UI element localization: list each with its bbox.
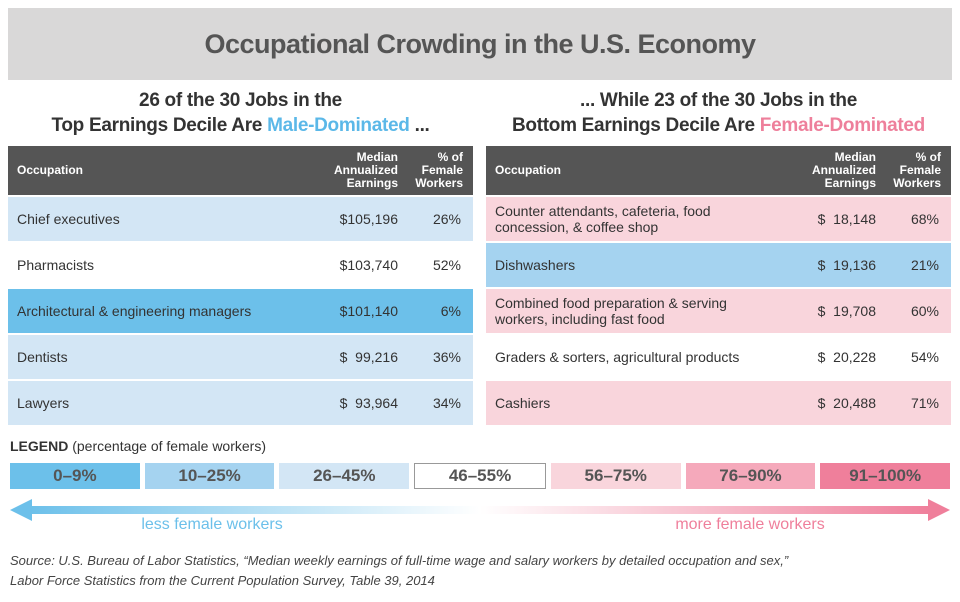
occupation: Lawyers [17, 395, 70, 411]
table-row: Chief executives $105,196 26% [8, 197, 473, 241]
legend-item: 56–75% [550, 463, 681, 489]
female-share: 6% [440, 303, 461, 319]
occupation: Dishwashers [495, 257, 576, 273]
occupation: Chief executives [17, 211, 120, 227]
source: Source: U.S. Bureau of Labor Statistics,… [10, 553, 789, 568]
female-share: 52% [432, 257, 461, 273]
arrow-label: less female workers [141, 516, 282, 533]
left-heading: 26 of the 30 Jobs in the Top Earnings De… [8, 88, 473, 138]
female-share: 26% [432, 211, 461, 227]
legend-item: 0–9% [10, 463, 140, 489]
table-header: Occupation Median Annualized Earnings % of… [486, 146, 951, 195]
earnings: $ 19,708 [817, 303, 876, 319]
female-share: 71% [910, 395, 939, 411]
earnings: $ 93,964 [339, 395, 398, 411]
female-share: 34% [432, 395, 461, 411]
occupation: Graders & sorters, agricultural products [495, 349, 740, 365]
heading-highlight: Female-Dominated [759, 115, 925, 136]
earnings: $ 19,136 [817, 257, 876, 273]
arrow-head [10, 499, 32, 521]
table-row: Cashiers $ 20,488 71% [486, 381, 951, 425]
table-row: Pharmacists $103,740 52% [8, 243, 473, 287]
source: Labor Force Statistics from the Current … [10, 573, 435, 588]
earnings: $103,740 [339, 257, 398, 273]
table-header: Occupation Median Annualized Earnings % of… [8, 146, 473, 195]
column-header: Occupation [495, 163, 562, 177]
legend-item: 76–90% [685, 463, 816, 489]
legend-item: 10–25% [144, 463, 275, 489]
female-share: 68% [910, 211, 939, 227]
heading-highlight: Male-Dominated [267, 115, 410, 136]
table-row: Graders & sorters, agricultural products… [486, 335, 951, 379]
heading-text: ... [414, 115, 430, 136]
female-share: 54% [910, 349, 939, 365]
earnings: $ 20,488 [817, 395, 876, 411]
occupation: Combined food preparation & serving work… [495, 295, 727, 327]
left-table: Occupation Median Annualized Earnings % of… [8, 146, 473, 425]
earnings: $101,140 [339, 303, 398, 319]
earnings: $ 20,228 [817, 349, 876, 365]
column-header: Median Annualized Earnings [333, 150, 398, 190]
occupation: Architectural & engineering managers [17, 303, 252, 319]
column-header: Occupation [17, 163, 84, 177]
arrow: less female workers more female workers [10, 499, 950, 533]
occupation: Pharmacists [17, 257, 95, 273]
heading-line: 26 of the 30 Jobs in the [139, 90, 342, 111]
table-row: Dentists $ 99,216 36% [8, 335, 473, 379]
arrow-label: more female workers [675, 516, 824, 533]
column-header: Median Annualized Earnings [811, 150, 876, 190]
earnings: $ 99,216 [339, 349, 398, 365]
heading-line: ... While 23 of the 30 Jobs in the [580, 90, 857, 111]
legend: 0–9% 10–25% 26–45% 46–55% 56–75% 76–90% 91–100… [10, 463, 951, 489]
legend-item: 46–55% [414, 463, 546, 489]
occupation: Dentists [17, 349, 68, 365]
table-row: Counter attendants, cafeteria, food conc… [486, 197, 951, 241]
legend-item: 26–45% [279, 463, 410, 489]
heading-line: Bottom Earnings Decile Are Female-Domina… [486, 113, 951, 138]
column-header: % of Female Workers [415, 150, 463, 190]
legend-label: LEGEND [10, 438, 69, 454]
arrow-head [928, 499, 950, 521]
female-share: 36% [432, 349, 461, 365]
legend-title: LEGEND (percentage of female workers) [10, 438, 266, 454]
occupation: Cashiers [495, 395, 551, 411]
female-share: 60% [910, 303, 939, 319]
legend-note: (percentage of female workers) [72, 438, 266, 454]
title: Occupational Crowding in the U.S. Econom… [8, 8, 952, 80]
column-header: % of Female Workers [893, 150, 941, 190]
heading-text: Bottom Earnings Decile Are [512, 115, 755, 136]
table-row: Architectural & engineering managers $101… [8, 289, 473, 333]
legend-item: 91–100% [820, 463, 951, 489]
right-heading: ... While 23 of the 30 Jobs in the Botto… [486, 88, 951, 138]
earnings: $105,196 [339, 211, 398, 227]
occupation: Counter attendants, cafeteria, food conc… [495, 203, 711, 235]
female-share: 21% [910, 257, 939, 273]
table-row: Lawyers $ 93,964 34% [8, 381, 473, 425]
right-table: Occupation Median Annualized Earnings % of… [486, 146, 951, 425]
heading-text: Top Earnings Decile Are [51, 115, 263, 136]
table-row: Dishwashers $ 19,136 21% [486, 243, 951, 287]
heading-line: Top Earnings Decile Are Male-Dominated .… [8, 113, 473, 138]
earnings: $ 18,148 [817, 211, 876, 227]
table-row: Combined food preparation & serving work… [486, 289, 951, 333]
arrow-shaft [28, 506, 932, 514]
